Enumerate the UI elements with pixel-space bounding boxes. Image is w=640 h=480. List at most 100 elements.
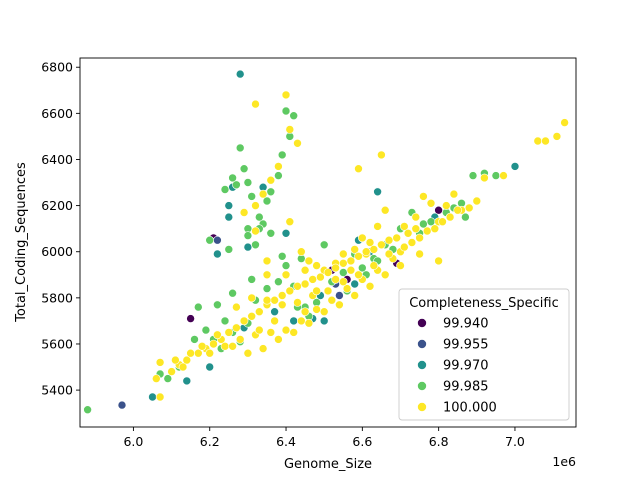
legend-entry-label: 100.000	[443, 401, 497, 416]
data-point	[373, 222, 382, 231]
data-point	[296, 247, 306, 256]
data-point	[338, 258, 348, 268]
data-point	[369, 261, 379, 270]
data-point	[453, 205, 463, 215]
data-point	[171, 355, 180, 365]
data-point	[220, 316, 230, 326]
data-point	[228, 173, 237, 183]
data-point	[403, 229, 413, 238]
data-point	[228, 341, 237, 351]
data-point	[163, 374, 173, 383]
data-point	[239, 208, 249, 217]
legend-box	[398, 288, 570, 421]
data-point	[293, 281, 302, 291]
data-point	[377, 240, 386, 250]
data-point	[285, 286, 295, 296]
y-tick-label: 6200	[41, 198, 73, 213]
data-point	[422, 226, 432, 236]
data-point	[319, 307, 329, 317]
data-point	[247, 192, 256, 201]
data-point	[148, 392, 157, 402]
data-point	[243, 178, 253, 187]
legend-entry-label: 99.955	[443, 338, 489, 353]
data-point	[254, 212, 264, 222]
data-point	[205, 348, 214, 358]
x-axis: 6.0 6.2 6.4 6.6 6.8 7.0	[123, 427, 525, 449]
y-axis: 5400 5600 5800 6000 6200 6400 6600 6800	[41, 60, 80, 398]
data-point	[560, 118, 569, 127]
y-tick-label: 5400	[41, 383, 73, 398]
data-point	[361, 247, 371, 256]
data-point	[197, 341, 207, 351]
data-point	[281, 261, 291, 270]
data-point	[266, 175, 276, 185]
data-point	[350, 291, 360, 300]
data-point	[396, 261, 405, 270]
data-point	[281, 270, 291, 280]
legend-marker	[417, 402, 427, 412]
y-tick-label: 6400	[41, 152, 73, 167]
data-point	[205, 362, 214, 372]
data-point	[182, 355, 192, 365]
data-point	[262, 196, 272, 206]
data-point	[224, 328, 234, 337]
data-point	[281, 90, 291, 100]
data-point	[281, 325, 291, 335]
data-point	[155, 392, 165, 402]
legend: Completeness_Specific 99.940 99.955 99.970…	[398, 288, 570, 421]
points-layer	[83, 69, 569, 415]
data-point	[201, 325, 211, 335]
data-point	[194, 302, 203, 312]
legend-entry-label: 99.985	[443, 380, 489, 395]
legend-marker	[417, 318, 427, 328]
data-point	[232, 302, 241, 312]
data-point	[331, 263, 340, 273]
data-point	[274, 162, 283, 171]
data-point	[293, 298, 302, 307]
data-point	[190, 335, 199, 344]
data-point	[357, 263, 367, 273]
data-point	[327, 295, 337, 305]
data-point	[213, 235, 222, 245]
data-point	[277, 291, 287, 300]
data-point	[338, 277, 348, 287]
data-point	[235, 143, 245, 153]
data-point	[491, 171, 501, 180]
data-point	[235, 69, 245, 79]
y-tick-label: 6800	[41, 60, 73, 75]
data-point	[419, 192, 428, 201]
data-point	[270, 307, 279, 317]
data-point	[224, 245, 234, 254]
data-point	[243, 242, 253, 252]
data-point	[228, 288, 237, 298]
data-point	[350, 245, 360, 254]
data-point	[213, 330, 222, 340]
data-point	[304, 256, 314, 266]
data-point	[247, 275, 256, 284]
data-point	[384, 249, 394, 259]
data-point	[277, 150, 287, 160]
data-point	[209, 339, 218, 349]
data-point	[308, 275, 318, 284]
data-point	[499, 171, 508, 180]
data-point	[167, 367, 176, 376]
data-point	[426, 217, 436, 226]
data-point	[445, 212, 455, 222]
data-point	[262, 256, 272, 266]
data-point	[346, 265, 356, 275]
data-point	[399, 242, 409, 252]
legend-entries: 99.940 99.955 99.970 99.985 100.000	[417, 317, 497, 416]
data-point	[323, 286, 333, 296]
data-point	[552, 132, 562, 141]
y-tick-label: 5600	[41, 336, 73, 351]
data-point	[83, 405, 92, 415]
data-point	[247, 293, 256, 303]
data-point	[254, 307, 264, 317]
data-point	[251, 201, 260, 210]
data-point	[266, 328, 276, 337]
data-point	[369, 245, 379, 254]
data-point	[289, 328, 299, 337]
data-point	[254, 325, 264, 335]
data-point	[258, 189, 268, 199]
data-point	[461, 212, 470, 222]
